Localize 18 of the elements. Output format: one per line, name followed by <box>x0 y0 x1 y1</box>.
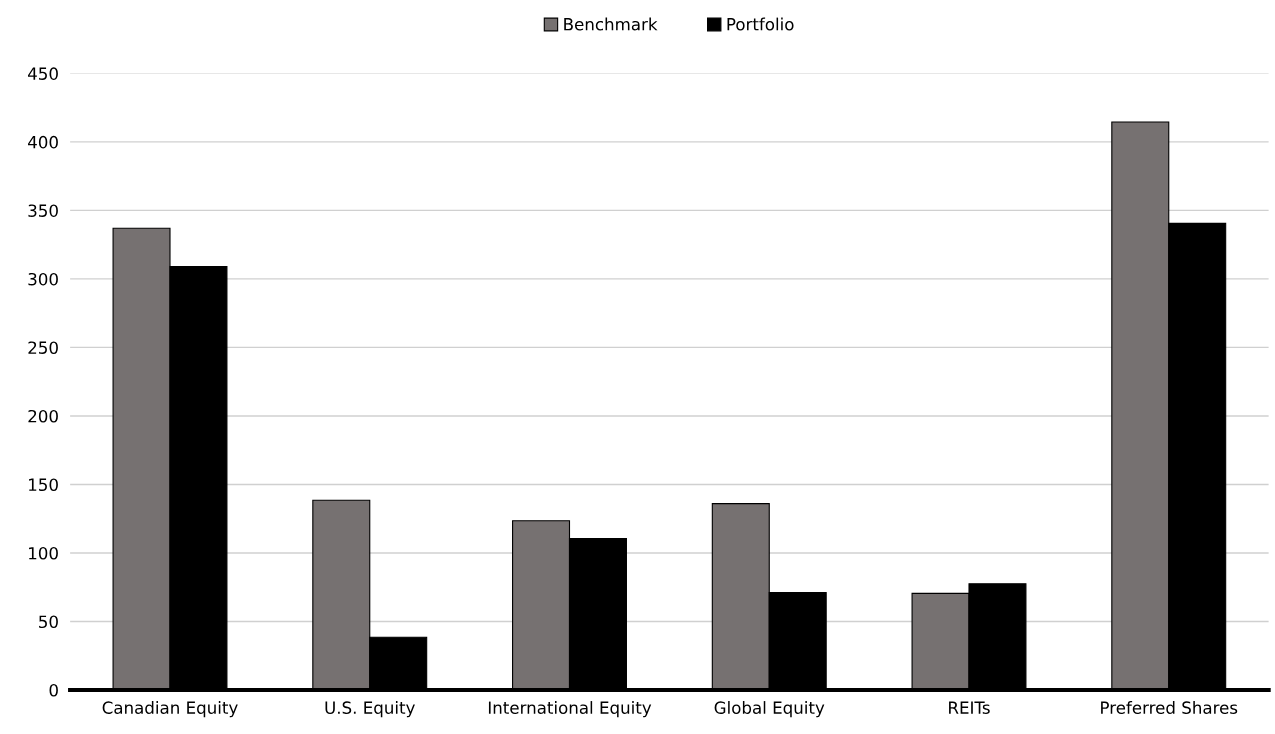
x-tick-label: REITs <box>949 701 990 714</box>
y-tick-label: 100 <box>29 546 58 560</box>
x-tick-label: Global Equity <box>714 701 825 718</box>
y-tick-label: 200 <box>28 409 58 423</box>
x-tick-label: Canadian Equity <box>102 701 238 718</box>
x-tick-label: International Equity <box>488 701 652 718</box>
y-tick-label: 0 <box>49 683 58 697</box>
y-tick-label: 50 <box>39 615 58 629</box>
legend-label: Benchmark <box>564 17 658 31</box>
y-tick-label: 450 <box>28 67 58 80</box>
y-tick-label: 150 <box>29 478 58 492</box>
legend-label: Portfolio <box>727 17 794 31</box>
x-tick-label: U.S. Equity <box>325 701 415 718</box>
y-tick-label: 400 <box>28 135 58 149</box>
y-tick-label: 350 <box>28 204 58 217</box>
y-tick-label: 250 <box>28 341 58 354</box>
x-tick-label: Preferred Shares <box>1101 701 1238 714</box>
y-tick-label: 300 <box>28 272 58 286</box>
